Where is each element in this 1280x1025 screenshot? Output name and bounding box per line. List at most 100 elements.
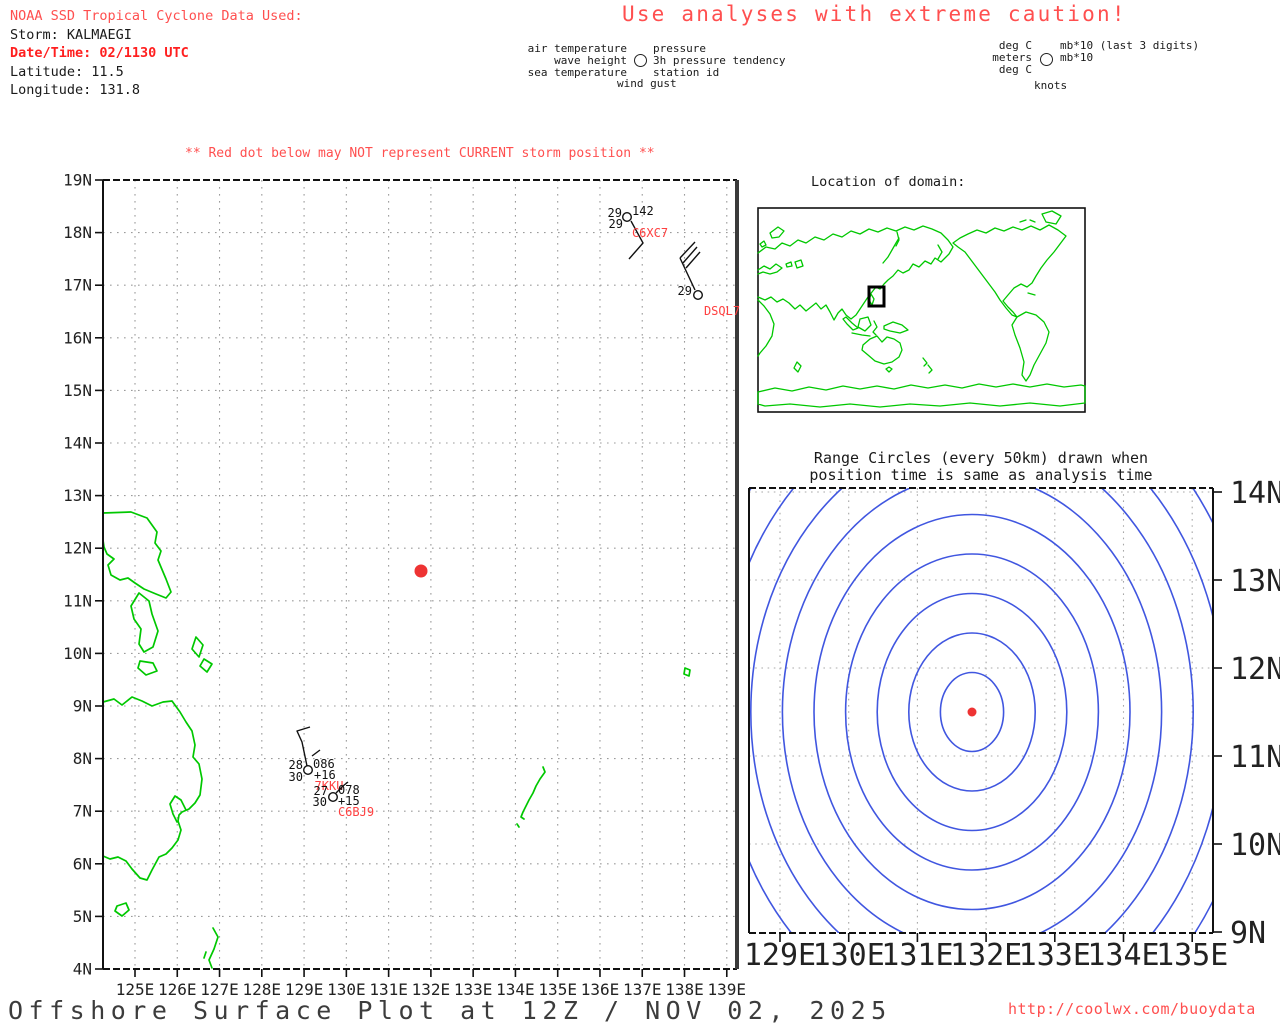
- world-coastline: [757, 299, 775, 357]
- main-x-tick-label: 136E: [581, 980, 620, 999]
- units-wave-height: meters: [992, 51, 1032, 64]
- world-coastline: [759, 240, 767, 248]
- range-x-tick-label: 132E: [950, 938, 1022, 973]
- world-coastline: [861, 335, 903, 365]
- main-x-tick-label: 139E: [708, 980, 747, 999]
- range-x-tick-label: 134E: [1087, 938, 1159, 973]
- range-plot-title: Range Circles (every 50km) drawn when po…: [749, 450, 1213, 483]
- station-circle: [693, 290, 704, 301]
- world-coastline: [769, 226, 785, 239]
- main-x-tick-label: 132E: [412, 980, 451, 999]
- coastline: [203, 951, 207, 959]
- world-coastline: [757, 263, 783, 275]
- world-coastline: [757, 383, 1086, 408]
- header-storm: Storm: KALMAEGI: [10, 26, 132, 43]
- station-id: DSQL7: [704, 304, 740, 318]
- source-url[interactable]: http://coolwx.com/buoydata: [1008, 1000, 1256, 1018]
- units-model-circle-icon: [1040, 53, 1053, 66]
- domain-box: [867, 285, 886, 308]
- world-coastline: [937, 244, 943, 260]
- coastline: [169, 795, 187, 823]
- range-plot-title-line1: Range Circles (every 50km) drawn when: [813, 449, 1149, 467]
- wind-barb: [311, 749, 321, 757]
- header-source: NOAA SSD Tropical Cyclone Data Used:: [10, 8, 303, 24]
- main-y-tick-label: 19N: [63, 171, 92, 190]
- station-id: 7KKU: [315, 779, 344, 793]
- range-plot-title-line2: position time is same as analysis time: [809, 465, 1153, 484]
- world-coastline: [882, 237, 900, 264]
- legend-pressure: pressure: [653, 42, 706, 55]
- range-x-tick-label: 135E: [1156, 938, 1228, 973]
- range-circle: [907, 632, 1036, 792]
- wind-barb: [685, 251, 701, 269]
- header-datetime: Date/Time: 02/1130 UTC: [10, 45, 189, 62]
- legend-wind-gust: wind gust: [617, 77, 677, 90]
- caution-banner: Use analyses with extreme caution!: [622, 2, 1127, 26]
- coastline: [114, 902, 130, 917]
- main-y-tick-label: 9N: [73, 697, 92, 716]
- world-coastline: [883, 321, 909, 334]
- range-circle: [844, 553, 1100, 871]
- header-latitude: Latitude: 11.5: [10, 63, 124, 80]
- range-y-tick-label: 13N: [1230, 564, 1280, 599]
- range-y-tick-label: 10N: [1230, 828, 1280, 863]
- range-y-tick-label: 14N: [1230, 476, 1280, 511]
- range-circle: [939, 671, 1005, 753]
- range-y-tick-label: 12N: [1230, 652, 1280, 687]
- range-storm-dot: [967, 707, 977, 717]
- main-y-tick-label: 8N: [73, 749, 92, 768]
- coastline: [137, 660, 158, 676]
- legend-sea-temperature: sea temperature: [527, 66, 627, 79]
- world-coastline: [851, 332, 871, 337]
- range-y-tick-label: 9N: [1230, 916, 1266, 951]
- main-y-tick-label: 13N: [63, 486, 92, 505]
- main-y-tick-label: 7N: [73, 802, 92, 821]
- station-obs: 27: [314, 784, 328, 798]
- world-coastline: [952, 224, 1067, 318]
- world-map: [757, 207, 1086, 413]
- coastline: [130, 592, 159, 653]
- station-obs: +16: [314, 768, 336, 782]
- coastline: [102, 696, 203, 881]
- station-obs: 086: [313, 757, 335, 771]
- header-block: NOAA SSD Tropical Cyclone Data Used: Sto…: [10, 7, 303, 100]
- station-model-circle-icon: [634, 54, 647, 67]
- plot-main-title: Offshore Surface Plot at 12Z / NOV 02, 2…: [8, 996, 892, 1025]
- world-coastline: [1011, 311, 1050, 382]
- main-y-tick-label: 12N: [63, 539, 92, 558]
- station-obs: 142: [632, 204, 654, 218]
- wind-barb: [679, 257, 696, 291]
- station-obs: 29: [609, 217, 623, 231]
- range-x-tick-label: 133E: [1019, 938, 1091, 973]
- main-y-tick-label: 18N: [63, 223, 92, 242]
- range-x-tick-label: 130E: [813, 938, 885, 973]
- wind-barb: [296, 726, 311, 767]
- units-wind-gust: knots: [1034, 79, 1068, 92]
- main-x-tick-label: 131E: [369, 980, 408, 999]
- coastline: [191, 636, 204, 658]
- world-frame: [757, 207, 1086, 413]
- world-coastline: [842, 316, 859, 331]
- main-y-tick-label: 11N: [63, 591, 92, 610]
- main-y-tick-label: 5N: [73, 907, 92, 926]
- header-longitude: Longitude: 131.8: [10, 82, 141, 99]
- world-coastline: [1029, 219, 1036, 223]
- main-y-tick-label: 17N: [63, 276, 92, 295]
- main-map: 125E 126E 127E 128E 129E 130E 131E 132E 133E 134E…: [63, 171, 746, 1000]
- world-coastline: [757, 225, 954, 321]
- coastline: [208, 927, 219, 969]
- main-x-tick-label: 130E: [327, 980, 366, 999]
- units-pressure: mb*10 (last 3 digits): [1060, 39, 1200, 52]
- world-coastline: [794, 259, 804, 269]
- range-circle: [876, 592, 1068, 832]
- station-id: C6BJ9: [338, 805, 374, 819]
- station-circle: [303, 765, 314, 776]
- wind-barb: [335, 781, 349, 794]
- main-x-tick-label: 127E: [200, 980, 239, 999]
- coastline: [516, 823, 520, 828]
- coastline: [683, 667, 691, 677]
- main-x-tick-label: 133E: [454, 980, 493, 999]
- main-y-tick-label: 14N: [63, 434, 92, 453]
- world-coastline: [872, 320, 878, 336]
